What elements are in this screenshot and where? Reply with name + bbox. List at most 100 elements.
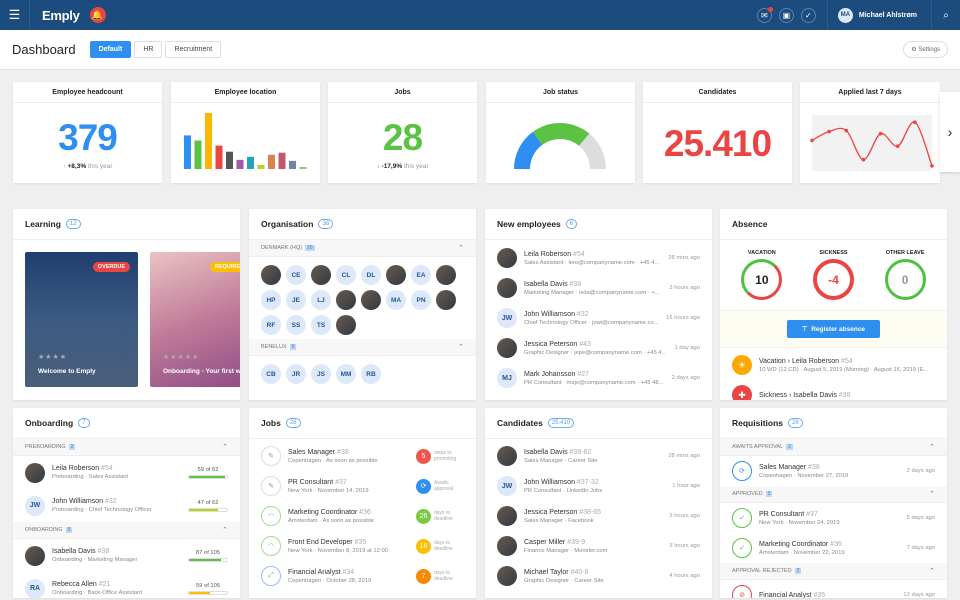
list-item[interactable]: Jessica Peterson #38-65 Sales Manager · F… [485, 501, 712, 531]
kpi-jobs[interactable]: Jobs 28 ↓ -17,9% this year [328, 82, 477, 183]
list-item[interactable]: Leila Roberson #54 Sales Assistant · lero… [485, 243, 712, 273]
requisition-item[interactable]: ⊘ Financial Analyst #35 12 days ago [720, 580, 947, 598]
list-item[interactable]: Michael Taylor #40-8 Graphic Designer · C… [485, 561, 712, 591]
list-item[interactable]: Isabella Davis #38-82 Sales Manager · Car… [485, 441, 712, 471]
tab-hr[interactable]: HR [134, 41, 163, 58]
list-item[interactable]: RA Rebecca Allen #21 Onboarding · Back-Off… [13, 572, 240, 598]
progress-text: 59 of 105 [195, 582, 221, 589]
list-item[interactable]: Jessica Peterson #43 Graphic Designer · j… [485, 333, 712, 363]
chevron-up-icon[interactable]: ⌃ [222, 444, 228, 451]
tab-default[interactable]: Default [89, 41, 132, 58]
avatar [497, 506, 517, 526]
member-avatar[interactable]: CB [261, 364, 281, 384]
course-card[interactable]: OVERDUE ★★★★ Welcome to Emply [25, 252, 138, 387]
list-item[interactable]: Isabella Davis #38 Onboarding · Marketing… [13, 539, 240, 572]
list-item[interactable]: Casper Miller #39-9 Finance Manager · Mon… [485, 531, 712, 561]
member-avatar[interactable]: PN [411, 290, 431, 310]
member-avatar[interactable]: LJ [311, 290, 331, 310]
section-header[interactable]: APPROVED 3 ⌃ [720, 486, 947, 503]
requisition-item[interactable]: ✓ Marketing Coordinator #36 Amsterdam · No… [720, 533, 947, 563]
member-avatar[interactable]: CE [286, 265, 306, 285]
user-menu[interactable]: MA Michael Ahlstrøm [826, 0, 932, 30]
item-details: Sales Manager #38 Copenhagen · As soon as… [288, 449, 416, 464]
member-avatar[interactable]: TS [311, 315, 331, 335]
chevron-up-icon[interactable]: ⌃ [458, 344, 464, 351]
calendar-icon[interactable]: ▣ [778, 7, 794, 23]
member-avatar[interactable] [336, 315, 356, 335]
candidates-panel: Candidates 25.410 Isabella Davis #38-82 Sa… [485, 408, 712, 598]
member-avatar[interactable]: JR [286, 364, 306, 384]
absence-gauge[interactable]: OTHER LEAVE 0 [884, 250, 926, 300]
register-absence-button[interactable]: ⊤ Register absence [786, 320, 881, 338]
absence-gauge[interactable]: VACATION 10 [741, 250, 783, 300]
mail-icon[interactable]: ✉ [756, 6, 773, 23]
chevron-up-icon[interactable]: ⌃ [929, 568, 935, 575]
requisition-item[interactable]: ⟳ Sales Manager #38 Copenhagen · November … [720, 456, 947, 486]
candidates-value: 25.410 [663, 123, 772, 164]
absence-gauge[interactable]: SICKNESS -4 [812, 250, 854, 300]
member-avatar[interactable] [361, 290, 381, 310]
member-avatar[interactable]: MA [386, 290, 406, 310]
job-item[interactable]: ✎ Sales Manager #38 Copenhagen · As soon a… [249, 441, 476, 471]
member-avatar[interactable] [386, 265, 406, 285]
kpi-employee-headcount[interactable]: Employee headcount 379 ↑ +8,3% this year [13, 82, 162, 183]
section-header[interactable]: AWAITS APPROVAL 2 ⌃ [720, 439, 947, 456]
vacation-icon: ☀ [732, 355, 752, 375]
member-avatar[interactable]: JE [286, 290, 306, 310]
count-badge: 38 [318, 219, 334, 229]
member-avatar[interactable]: CL [336, 265, 356, 285]
tasks-check-icon[interactable]: ✓ [800, 7, 816, 23]
settings-button[interactable]: ⚙ Settings [903, 41, 948, 58]
section-header[interactable]: ONBOARDING 5 ⌃ [13, 522, 240, 539]
search-icon[interactable]: ⌕ [943, 9, 949, 21]
job-item[interactable]: ◠ Front End Developer #35 New York · Novem… [249, 531, 476, 561]
kpi-applied-last-7-days[interactable]: Applied last 7 days [800, 82, 940, 183]
list-item[interactable]: JW John Williamson #37-32 PR Consultant · … [485, 471, 712, 501]
plot-area [812, 115, 932, 171]
member-avatar[interactable]: RF [261, 315, 281, 335]
member-avatar[interactable]: HP [261, 290, 281, 310]
absence-item[interactable]: ☀ Vacation › Leila Roberson #54 10 WD (12 … [720, 350, 947, 380]
member-avatar[interactable]: JS [311, 364, 331, 384]
name-text: Mark Johansson [524, 370, 576, 378]
section-header[interactable]: DENMARK (HQ) 20 ⌃ [249, 240, 476, 257]
member-avatar[interactable]: MM [336, 364, 356, 384]
member-avatar[interactable]: SS [286, 315, 306, 335]
requisition-item[interactable]: ✓ PR Consultant #37 New York · November 24… [720, 503, 947, 533]
job-item[interactable]: ◠ Marketing Coordinator #36 Amsterdam · As… [249, 501, 476, 531]
chevron-up-icon[interactable]: ⌃ [458, 245, 464, 252]
member-avatar[interactable]: EA [411, 265, 431, 285]
kpi-employee-location[interactable]: Employee location [171, 82, 320, 183]
member-avatar[interactable]: RB [361, 364, 381, 384]
tab-recruitment[interactable]: Recruitment [165, 41, 222, 58]
chevron-up-icon[interactable]: ⌃ [222, 527, 228, 534]
list-item[interactable]: JW John Williamson #32 Chief Technology Of… [485, 303, 712, 333]
item-subtitle: PR Consultant · LinkedIn Jobs [524, 487, 603, 494]
list-item[interactable]: Isabella Davis #38 Marketing Manager · is… [485, 273, 712, 303]
course-card[interactable]: REQUIRED ★★★★★ Onboarding - Your first w… [150, 252, 240, 387]
list-item[interactable]: MJ Mark Johansson #27 PR Consultant · majo… [485, 363, 712, 393]
section-header[interactable]: APPROVAL REJECTED 2 ⌃ [720, 563, 947, 580]
kpi-candidates[interactable]: Candidates 25.410 [643, 82, 792, 183]
job-item[interactable]: ✎ PR Consultant #37 New York · November 14… [249, 471, 476, 501]
section-header[interactable]: BENELUX 5 ⌃ [249, 339, 476, 356]
chevron-right-icon[interactable]: › [940, 92, 960, 172]
member-avatar[interactable]: DL [361, 265, 381, 285]
headcount-value: 379 [58, 117, 118, 158]
section-header[interactable]: PREBOARDING 2 ⌃ [13, 439, 240, 456]
hamburger-menu-icon[interactable]: ☰ [0, 0, 30, 30]
member-avatar[interactable] [311, 265, 331, 285]
member-avatar[interactable] [261, 265, 281, 285]
logo[interactable]: Emply [42, 7, 80, 23]
job-item[interactable]: ⤢ Financial Analyst #34 Copenhagen · Octob… [249, 561, 476, 591]
chevron-up-icon[interactable]: ⌃ [929, 444, 935, 451]
member-avatar[interactable] [436, 265, 456, 285]
notification-bell-icon[interactable]: 🔔 [89, 7, 106, 23]
kpi-job-status[interactable]: Job status [486, 82, 635, 183]
list-item[interactable]: Leila Roberson #54 Preboarding · Sales As… [13, 456, 240, 489]
member-avatar[interactable] [336, 290, 356, 310]
member-avatar[interactable] [436, 290, 456, 310]
chevron-up-icon[interactable]: ⌃ [929, 491, 935, 498]
list-item[interactable]: JW John Williamson #32 Preboarding · Chief… [13, 489, 240, 522]
absence-item[interactable]: ✚ Sickness › Isabella Davis #38 [720, 380, 947, 400]
